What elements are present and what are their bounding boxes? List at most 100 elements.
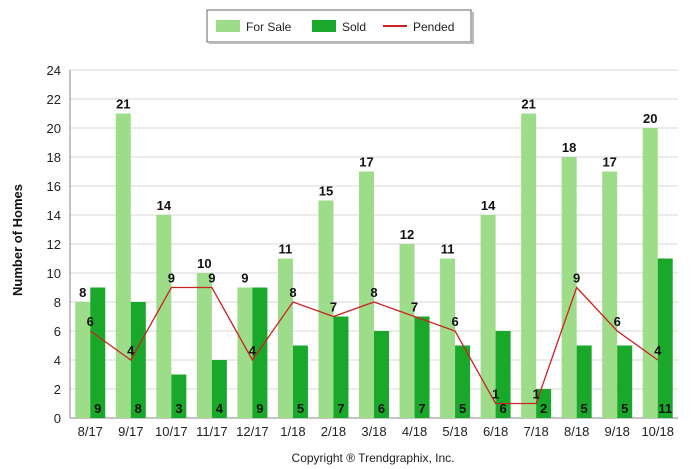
y-tick-label: 0 (54, 411, 61, 426)
x-tick-label: 12/17 (236, 424, 269, 439)
legend-label-pended: Pended (413, 20, 454, 34)
bar-for-sale (521, 113, 537, 418)
y-tick-label: 2 (54, 382, 61, 397)
legend-swatch-sold (312, 20, 336, 32)
bar-sold (576, 345, 592, 418)
label-pended: 1 (533, 387, 540, 402)
label-for-sale: 14 (157, 198, 172, 213)
copyright-footer: Copyright ® Trendgraphix, Inc. (292, 451, 455, 465)
x-tick-label: 10/17 (155, 424, 188, 439)
bar-sold (617, 345, 633, 418)
label-sold: 5 (581, 401, 588, 416)
label-sold: 5 (621, 401, 628, 416)
y-tick-label: 18 (47, 150, 61, 165)
bars (75, 113, 673, 418)
label-pended: 8 (289, 285, 296, 300)
bar-sold (130, 302, 146, 418)
y-tick-label: 6 (54, 324, 61, 339)
label-for-sale: 10 (197, 256, 211, 271)
bar-for-sale (237, 287, 253, 418)
label-pended: 6 (614, 314, 621, 329)
bar-for-sale (115, 113, 131, 418)
bar-for-sale (196, 273, 212, 418)
x-tick-label: 1/18 (280, 424, 305, 439)
x-tick-label: 10/18 (641, 424, 674, 439)
label-for-sale: 11 (279, 242, 293, 257)
bar-sold (333, 316, 349, 418)
label-sold: 3 (175, 401, 182, 416)
label-sold: 9 (94, 401, 101, 416)
bar-for-sale (75, 302, 91, 418)
bar-for-sale (156, 215, 172, 418)
bar-sold (414, 316, 430, 418)
bar-for-sale (602, 171, 618, 418)
y-tick-label: 8 (54, 295, 61, 310)
x-tick-label: 9/18 (605, 424, 630, 439)
label-sold: 7 (418, 401, 425, 416)
y-tick-label: 4 (54, 353, 61, 368)
bar-sold (374, 331, 389, 418)
legend-box (206, 9, 472, 43)
legend-swatch-for-sale (216, 20, 240, 32)
x-tick-label: 6/18 (483, 424, 508, 439)
label-pended: 9 (208, 271, 215, 286)
x-tick-label: 8/17 (78, 424, 103, 439)
bar-for-sale (277, 258, 293, 418)
label-pended: 7 (411, 300, 418, 315)
y-tick-label: 20 (47, 121, 61, 136)
bar-sold (292, 345, 308, 418)
pended-line (89, 286, 659, 405)
y-tick-label: 16 (47, 179, 61, 194)
label-for-sale: 18 (562, 140, 576, 155)
bar-for-sale (318, 200, 334, 418)
label-for-sale: 20 (643, 111, 657, 126)
x-tick-label: 2/18 (321, 424, 346, 439)
label-pended: 7 (330, 300, 337, 315)
bar-for-sale (642, 128, 658, 418)
label-for-sale: 17 (359, 155, 373, 170)
x-tick-label: 7/18 (523, 424, 548, 439)
label-sold: 4 (216, 401, 224, 416)
bar-sold (657, 258, 673, 418)
label-sold: 6 (499, 401, 506, 416)
label-pended: 6 (451, 314, 458, 329)
y-axis-label: Number of Homes (10, 184, 25, 296)
x-tick-label: 11/17 (196, 424, 228, 439)
bar-sold (252, 287, 268, 418)
y-tick-label: 10 (47, 266, 61, 281)
bar-sold (495, 331, 511, 418)
label-for-sale: 9 (241, 271, 248, 286)
bar-sold (455, 345, 471, 418)
x-tick-label: 4/18 (402, 424, 427, 439)
label-for-sale: 11 (441, 242, 455, 257)
label-sold: 5 (297, 401, 304, 416)
label-pended: 1 (492, 387, 499, 402)
bar-sold (211, 360, 227, 418)
bar-for-sale (480, 215, 496, 418)
data-labels: 8921814310499115157176127115146212185175… (79, 97, 672, 417)
y-tick-label: 22 (47, 92, 61, 107)
label-sold: 7 (337, 401, 344, 416)
legend-label-sold: Sold (342, 20, 366, 34)
label-for-sale: 21 (116, 97, 130, 112)
x-axis-ticks: 8/17 9/17 10/17 11/17 12/17 1/18 2/18 3/18 4/18 5… (78, 424, 674, 439)
label-pended: 6 (87, 314, 94, 329)
label-sold: 5 (459, 401, 466, 416)
label-pended: 9 (168, 271, 175, 286)
label-pended: 8 (370, 285, 377, 300)
label-for-sale: 14 (481, 198, 496, 213)
label-sold: 2 (540, 401, 547, 416)
label-for-sale: 8 (79, 285, 86, 300)
label-sold: 11 (658, 401, 672, 416)
x-tick-label: 3/18 (361, 424, 386, 439)
y-tick-label: 24 (47, 63, 61, 78)
x-tick-label: 8/18 (564, 424, 589, 439)
label-sold: 9 (256, 401, 263, 416)
bar-for-sale (359, 171, 374, 418)
legend-shadow-right (472, 12, 474, 44)
bar-sold (536, 389, 552, 418)
label-pended: 4 (127, 343, 135, 358)
legend: For Sale Sold Pended (206, 9, 474, 44)
